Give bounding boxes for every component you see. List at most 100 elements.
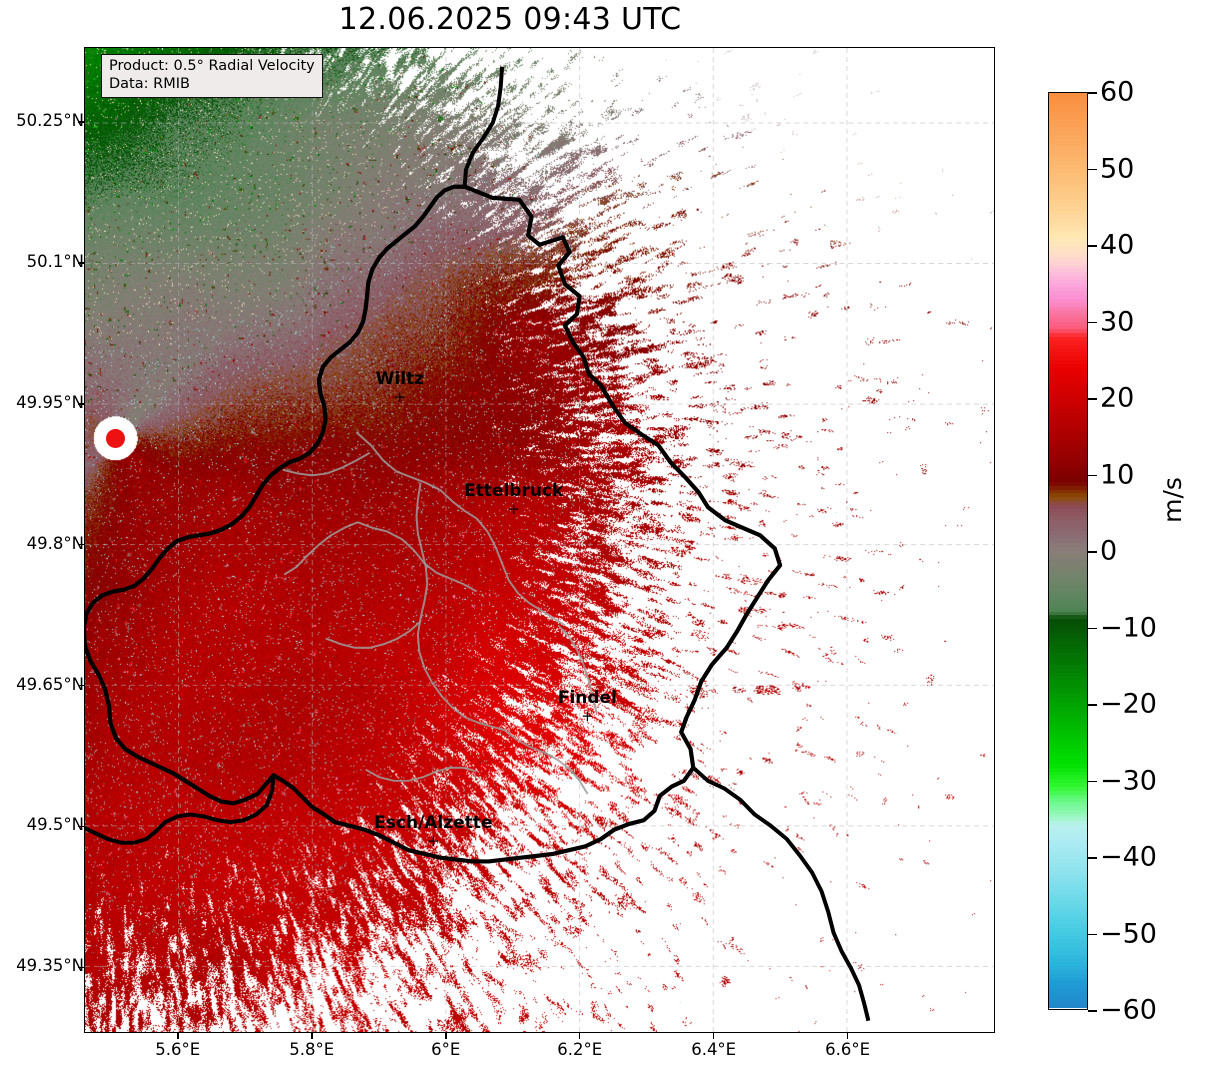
colorbar-segment xyxy=(1049,367,1087,372)
colorbar-segment xyxy=(1049,611,1087,616)
map-plot-area[interactable]: Product: 0.5° Radial Velocity Data: RMIB… xyxy=(84,47,995,1033)
colorbar-segment xyxy=(1049,668,1087,673)
colorbar-segment xyxy=(1049,786,1087,791)
colorbar-segment xyxy=(1049,539,1087,543)
colorbar-segment xyxy=(1049,828,1087,833)
colorbar-segment xyxy=(1049,725,1087,730)
colorbar-tick-mark xyxy=(1088,245,1097,247)
colorbar-segment xyxy=(1049,344,1087,349)
colorbar-segment xyxy=(1049,203,1087,208)
colorbar-segment xyxy=(1049,378,1087,383)
colorbar-segment xyxy=(1049,847,1087,852)
x-axis-tick-mark xyxy=(846,1033,849,1039)
colorbar-segment xyxy=(1049,603,1087,608)
colorbar-segment xyxy=(1049,947,1087,951)
colorbar-segment xyxy=(1049,134,1087,139)
y-axis-tick-label: 50.25°N xyxy=(16,111,84,131)
x-axis-tick-label: 5.6°E xyxy=(155,1040,201,1059)
colorbar-segment xyxy=(1049,760,1087,764)
x-axis-tick-mark xyxy=(578,1033,581,1039)
colorbar-segment xyxy=(1049,329,1087,334)
colorbar-segment xyxy=(1049,931,1087,936)
colorbar-tick-mark xyxy=(1088,1010,1097,1012)
colorbar-segment xyxy=(1049,996,1087,1001)
admin-boundary-line xyxy=(557,624,598,714)
admin-boundary-line xyxy=(415,482,506,732)
colorbar-segment xyxy=(1049,767,1087,772)
page-title: 12.06.2025 09:43 UTC xyxy=(338,2,682,37)
colorbar-segment xyxy=(1049,870,1087,875)
data-source-label: Data: RMIB xyxy=(109,75,190,92)
colorbar-tick-label: 0 xyxy=(1100,535,1118,567)
colorbar-segment xyxy=(1049,291,1087,296)
colorbar-segment xyxy=(1049,596,1087,601)
colorbar-segment xyxy=(1049,279,1087,284)
colorbar-segment xyxy=(1049,954,1087,959)
y-axis-tick-mark xyxy=(78,825,84,828)
colorbar-segment xyxy=(1049,622,1087,627)
colorbar-segment xyxy=(1049,386,1087,391)
colorbar-segment xyxy=(1049,992,1087,997)
colorbar-segment xyxy=(1049,664,1087,669)
colorbar-segment xyxy=(1049,497,1087,501)
colorbar-segment xyxy=(1049,268,1087,273)
colorbar-segment xyxy=(1049,157,1087,162)
colorbar-segment xyxy=(1049,973,1087,978)
y-axis-tick-label: 49.65°N xyxy=(16,674,84,694)
x-axis-tick-mark xyxy=(311,1033,313,1039)
y-axis-tick-mark xyxy=(78,121,84,123)
colorbar-segment xyxy=(1049,340,1087,345)
colorbar-segment xyxy=(1049,161,1087,166)
southwest-border-path xyxy=(85,775,276,845)
colorbar-segment xyxy=(1049,112,1087,116)
colorbar-segment xyxy=(1049,413,1087,418)
colorbar-tick-mark xyxy=(1088,398,1097,400)
colorbar-segment xyxy=(1049,825,1087,829)
colorbar-segment xyxy=(1049,531,1087,536)
y-axis-tick-mark xyxy=(78,966,84,969)
colorbar-segment xyxy=(1049,523,1087,528)
colorbar-segment xyxy=(1049,272,1087,276)
colorbar-segment xyxy=(1049,897,1087,902)
y-axis-tick-mark xyxy=(78,262,84,264)
colorbar-segment xyxy=(1049,855,1087,860)
radar-velocity-field xyxy=(85,48,994,1032)
colorbar-tick-label: −50 xyxy=(1100,918,1157,949)
colorbar-segment xyxy=(1049,253,1087,257)
colorbar-segment xyxy=(1049,474,1087,479)
x-axis-tick-mark xyxy=(445,1033,447,1039)
colorbar-segment xyxy=(1049,794,1087,799)
colorbar-segment xyxy=(1049,638,1087,642)
y-axis-tick-label: 49.8°N xyxy=(26,533,84,553)
colorbar-segment xyxy=(1049,626,1087,631)
admin-boundary-line xyxy=(504,729,589,795)
admin-boundary-line xyxy=(355,431,478,520)
colorbar-segment xyxy=(1049,169,1087,174)
colorbar-segment xyxy=(1049,748,1087,753)
colorbar-segment xyxy=(1049,565,1087,570)
colorbar-tick-mark xyxy=(1088,704,1097,706)
colorbar-segment xyxy=(1049,809,1087,814)
colorbar-segment xyxy=(1049,508,1087,513)
colorbar-segment xyxy=(1049,943,1087,947)
colorbar-segment xyxy=(1049,325,1087,330)
colorbar-tick-label: 20 xyxy=(1100,382,1135,414)
colorbar-tick-mark xyxy=(1088,474,1097,477)
colorbar-tick-mark xyxy=(1088,92,1097,94)
colorbar-segment xyxy=(1049,645,1087,650)
colorbar-segment xyxy=(1049,310,1087,315)
colorbar-segment xyxy=(1049,295,1087,299)
colorbar-segment xyxy=(1049,821,1087,825)
colorbar-segment xyxy=(1049,893,1087,898)
colorbar-segment xyxy=(1049,192,1087,196)
colorbar-segment xyxy=(1049,905,1087,909)
northeast-border-path xyxy=(462,66,505,187)
colorbar-segment xyxy=(1049,276,1087,280)
radar-site-marker[interactable] xyxy=(105,429,125,449)
colorbar-segment xyxy=(1049,779,1087,784)
colorbar-segment xyxy=(1049,817,1087,822)
colorbar-segment xyxy=(1049,500,1087,505)
colorbar-segment xyxy=(1049,908,1087,913)
colorbar-segment xyxy=(1049,607,1087,612)
colorbar-segment xyxy=(1049,546,1087,551)
